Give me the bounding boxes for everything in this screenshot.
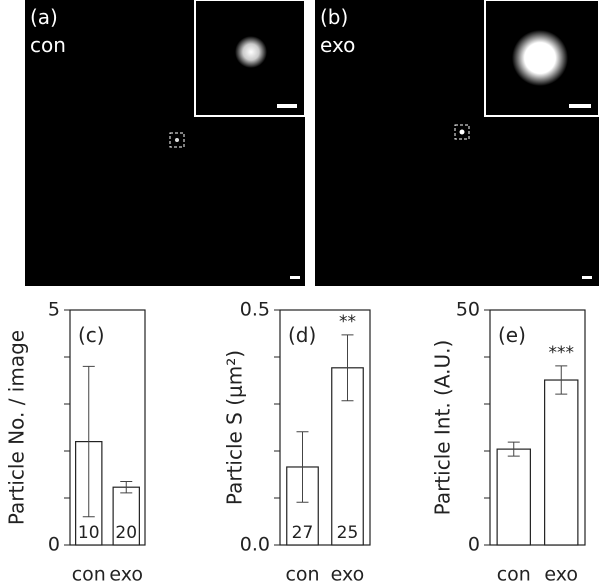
bar (112, 486, 140, 546)
panel-label: (e) (498, 323, 526, 347)
plot-frame (69, 309, 146, 546)
panel-label: (a) (30, 5, 58, 29)
bar (496, 448, 531, 546)
x-tick-label: con (285, 564, 319, 585)
y-axis-label: Particle S (μm²) (223, 350, 247, 505)
bar (544, 379, 579, 546)
y-tick-label: 5 (48, 299, 60, 321)
error-bar (507, 441, 520, 457)
y-axis-label: Particle Int. (A.U.) (431, 340, 455, 516)
y-tick-label: 0 (48, 534, 60, 556)
x-tick-label: con (72, 564, 106, 585)
y-tick-label: 0.0 (240, 534, 270, 556)
plot-frame (279, 309, 371, 546)
n-label: 10 (78, 523, 100, 543)
plot-frame (489, 309, 586, 546)
significance: *** (549, 343, 575, 363)
panel-name: con (30, 33, 66, 57)
panel-label: (c) (78, 323, 105, 347)
significance: ** (339, 312, 356, 332)
y-tick-label: 50 (456, 299, 480, 321)
x-tick-label: exo (109, 564, 143, 585)
y-tick-label: 0.5 (240, 299, 270, 321)
x-tick-label: con (497, 564, 531, 585)
image-panel-b: (b) exo (315, 0, 600, 286)
error-bar (82, 365, 95, 518)
x-tick-label: exo (544, 564, 578, 585)
n-label: 20 (115, 523, 137, 543)
panel-name: exo (320, 33, 355, 57)
error-bar (296, 431, 309, 503)
n-label: 25 (337, 523, 359, 543)
y-axis-label: Particle No. / image (5, 330, 29, 525)
n-label: 27 (292, 523, 314, 543)
panel-label: (b) (320, 5, 348, 29)
error-bar (555, 365, 568, 395)
error-bar (341, 334, 354, 402)
x-tick-label: exo (331, 564, 365, 585)
panel-label: (d) (288, 323, 316, 347)
error-bar (120, 481, 133, 494)
y-tick-label: 0 (468, 534, 480, 556)
image-panel-a: (a) con (25, 0, 306, 286)
